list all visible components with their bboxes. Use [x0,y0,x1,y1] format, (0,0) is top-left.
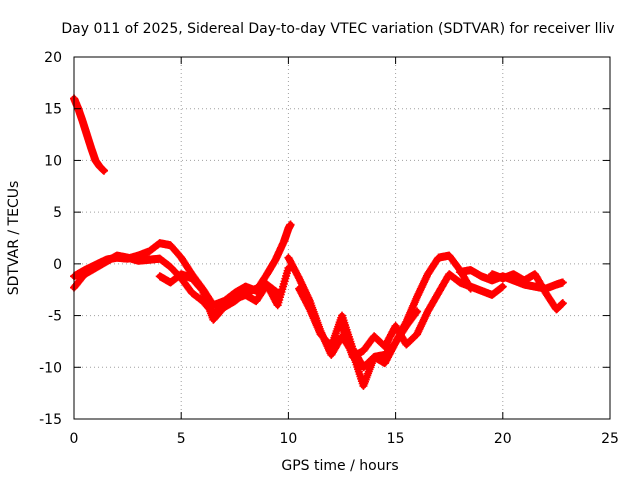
data-point [100,166,109,175]
x-tick-label: 15 [387,431,405,447]
y-tick-label: -5 [48,309,62,325]
y-axis-label: SDTVAR / TECUs [6,181,22,296]
chart-title: Day 011 of 2025, Sidereal Day-to-day VTE… [61,21,614,37]
x-tick-label: 25 [601,431,619,447]
y-tick-label: 10 [44,153,62,169]
x-tick-label: 0 [70,431,79,447]
x-tick-label: 20 [494,431,512,447]
data-layer [70,94,567,390]
y-tick-label: 5 [53,205,62,221]
series-satellite-arc-9 [488,270,567,314]
series-satellite-arc-6 [295,251,475,372]
tick-layer: 0 5 10 15 20 25 -15 -10 -5 0 5 10 15 20 [39,50,619,447]
y-tick-label: 0 [53,257,62,273]
y-tick-label: -10 [39,360,62,376]
data-point [558,299,567,308]
x-tick-label: 10 [279,431,297,447]
data-point [286,220,295,229]
y-tick-label: -15 [39,412,62,428]
x-axis-label: GPS time / hours [281,458,398,474]
plot-frame [73,56,611,420]
data-point [558,278,567,287]
x-tick-label: 5 [177,431,186,447]
series-satellite-arc-1 [70,94,109,175]
series-satellite-arc-4 [155,263,293,324]
data-point [498,282,507,291]
series-satellite-arc-7 [338,270,507,361]
y-tick-label: 15 [44,102,62,118]
y-tick-label: 20 [44,50,62,66]
